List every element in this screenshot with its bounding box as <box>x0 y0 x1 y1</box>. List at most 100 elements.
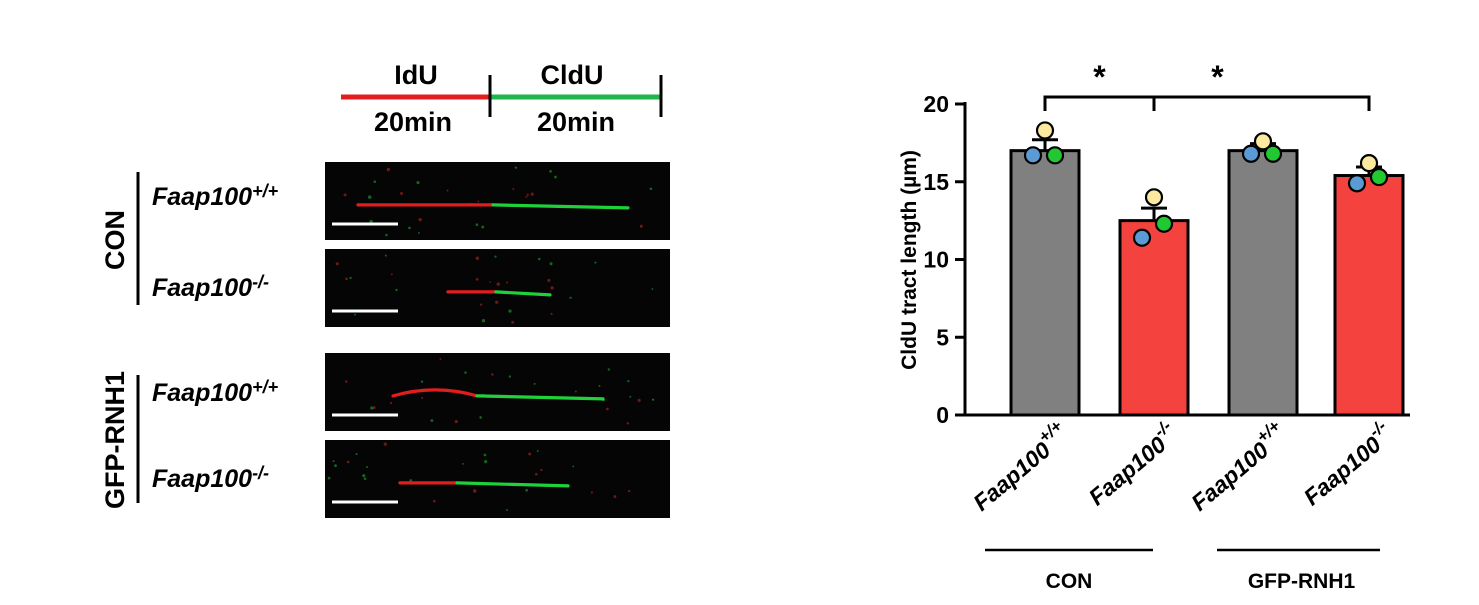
background-speckle <box>384 254 387 257</box>
data-point <box>1359 153 1379 173</box>
x-category-label: Faap100+/+ <box>964 416 1074 516</box>
background-speckle <box>417 232 420 234</box>
background-speckle <box>627 489 631 493</box>
background-speckle <box>432 499 436 503</box>
background-speckle <box>383 442 387 446</box>
background-speckle <box>590 491 593 494</box>
background-speckle <box>512 188 515 191</box>
background-speckle <box>627 379 630 383</box>
group-label: GFP-RNH1 <box>1248 570 1356 593</box>
data-point <box>1253 132 1273 151</box>
background-speckle <box>390 273 393 276</box>
bar-chart: 0 5 10 15 20 CldU tract length (µm) * * Faap100+… <box>898 59 1410 593</box>
x-category-label: Faap100-/- <box>1080 416 1184 510</box>
cldu-track <box>455 481 570 488</box>
y-axis-label: CldU tract length (µm) <box>898 150 921 370</box>
background-speckle <box>554 175 557 179</box>
data-point <box>1035 121 1055 140</box>
fiber-micrograph-panel <box>325 440 670 518</box>
idu-duration: 20min <box>374 107 452 137</box>
background-speckle <box>327 476 331 480</box>
cldu-track <box>491 203 630 210</box>
background-speckle <box>369 219 373 224</box>
background-speckle <box>569 296 572 299</box>
fiber-panels: CON GFP-RNH1 Faap100+/+ Faap100-/- Faap1… <box>100 162 670 518</box>
idu-label: IdU <box>394 60 438 90</box>
background-speckle <box>525 488 528 492</box>
cldu-duration: 20min <box>537 107 615 137</box>
background-speckle <box>508 309 512 313</box>
background-speckle <box>550 286 554 290</box>
background-speckle <box>483 453 487 457</box>
background-speckle <box>335 262 339 266</box>
category-gene: Faap100 <box>968 437 1055 516</box>
significance-star: * <box>1093 59 1106 95</box>
data-point <box>1045 146 1065 165</box>
background-speckle <box>508 375 512 378</box>
background-speckle <box>533 382 536 385</box>
background-speckle <box>372 406 376 410</box>
background-speckle <box>489 281 492 283</box>
background-speckle <box>395 288 398 292</box>
background-speckle <box>416 181 420 185</box>
background-speckle <box>535 472 538 476</box>
fiber-genotype-label: Faap100-/- <box>152 272 269 302</box>
fiber-genotype-label: Faap100-/- <box>152 463 269 493</box>
background-speckle <box>367 195 372 199</box>
data-point <box>1263 144 1283 163</box>
bar <box>1227 149 1299 417</box>
bar <box>1009 149 1081 417</box>
background-speckle <box>505 281 508 284</box>
background-speckle <box>346 460 350 464</box>
background-speckle <box>651 288 654 290</box>
background-speckle <box>370 406 374 410</box>
background-speckle <box>409 479 413 482</box>
background-speckle <box>332 460 335 463</box>
background-speckle <box>651 398 655 401</box>
y-tick-label: 15 <box>923 169 949 195</box>
background-speckle <box>344 380 348 383</box>
data-point <box>1369 167 1389 187</box>
gfp-rnh1-group-label: GFP-RNH1 <box>100 371 130 509</box>
background-speckle <box>550 312 553 315</box>
significance-bracket <box>1152 95 1371 111</box>
background-speckle <box>343 193 347 197</box>
background-speckle <box>494 255 497 258</box>
background-speckle <box>345 277 348 281</box>
background-speckle <box>598 384 601 387</box>
background-speckle <box>496 282 500 286</box>
background-speckle <box>334 464 337 468</box>
background-speckle <box>607 368 610 371</box>
background-speckle <box>511 320 515 324</box>
background-speckle <box>514 166 518 169</box>
cldu-track <box>475 394 605 401</box>
background-speckle <box>639 224 643 228</box>
background-speckle <box>481 318 486 323</box>
background-speckle <box>594 261 597 264</box>
y-tick-label: 10 <box>923 247 949 273</box>
background-speckle <box>547 278 551 282</box>
significance-star: * <box>1211 59 1224 95</box>
background-speckle <box>477 200 480 203</box>
background-speckle <box>420 380 424 383</box>
significance-bracket <box>1043 95 1156 111</box>
background-speckle <box>475 256 480 261</box>
category-gene: Faap100 <box>1186 437 1273 516</box>
x-category-label: Faap100+/+ <box>1182 416 1292 516</box>
background-speckle <box>540 468 543 472</box>
background-speckle <box>637 398 641 402</box>
background-speckle <box>606 407 609 411</box>
background-speckle <box>462 462 464 465</box>
background-speckle <box>365 465 368 468</box>
data-point <box>1144 188 1164 207</box>
background-speckle <box>649 187 653 191</box>
background-speckle <box>418 217 422 222</box>
background-speckle <box>525 195 528 198</box>
background-speckle <box>613 495 617 498</box>
background-speckle <box>549 262 553 266</box>
background-speckle <box>538 257 541 261</box>
background-speckle <box>528 452 532 456</box>
background-speckle <box>454 419 458 424</box>
background-speckle <box>421 396 424 399</box>
